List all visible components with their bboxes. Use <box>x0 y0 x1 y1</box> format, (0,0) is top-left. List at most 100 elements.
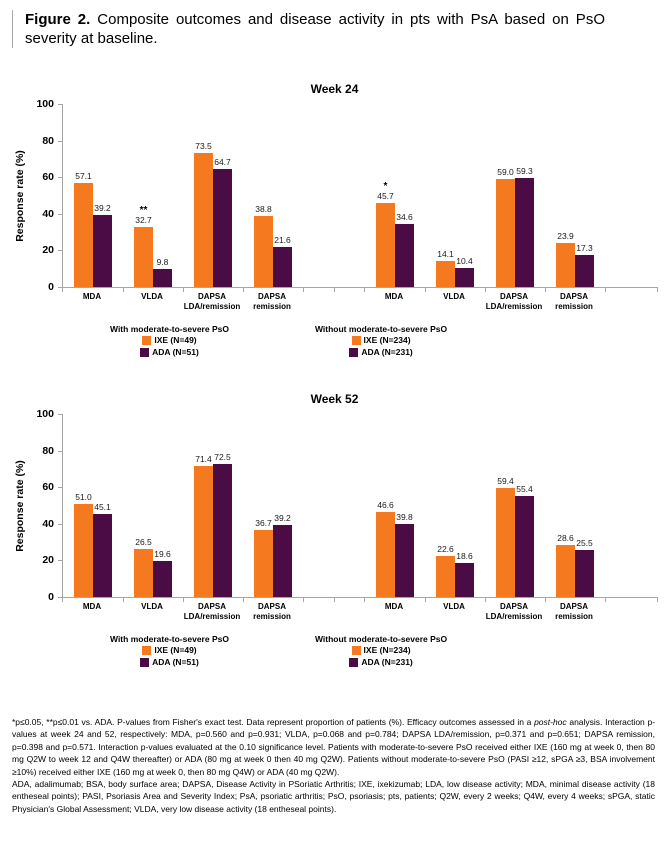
bar-pair: 26.5 19.6 <box>134 537 172 597</box>
bar-value-label: 19.6 <box>154 549 171 560</box>
bar-value-label: 72.5 <box>214 452 231 463</box>
y-tick-label: 20 <box>42 244 54 257</box>
category-label: MDA <box>384 292 404 301</box>
y-tick-label: 40 <box>42 517 54 530</box>
legend-title: With moderate-to-severe PsO <box>110 324 229 334</box>
chart-title-week-52: Week 52 <box>310 392 359 406</box>
legend-label: IXE (N=49) <box>154 335 197 345</box>
bar-pair: 28.6 25.5 <box>556 533 594 597</box>
chart-body: Response rate (%) 0 20 40 60 80 100 57.1 39.2 *… <box>12 99 658 358</box>
bar-ada <box>395 524 414 597</box>
bar-value-label: 39.2 <box>274 513 291 524</box>
legend-label: ADA (N=51) <box>152 656 199 667</box>
bar-ada <box>93 514 112 597</box>
bar-value-label: 55.4 <box>516 483 533 494</box>
bar-column: 9.8 <box>153 257 172 287</box>
bar-ada <box>515 178 534 287</box>
category-cell: ** 32.7 9.8 <box>123 206 184 292</box>
bar-column: 21.6 <box>273 235 292 287</box>
legend-label: ADA (N=51) <box>152 346 199 357</box>
bar-column: 73.5 <box>194 141 213 287</box>
category-label: VLDA <box>443 292 465 301</box>
group-spacer <box>302 292 364 311</box>
category-label: DAPSA LDA/remission <box>485 292 543 311</box>
legend-label: ADA (N=231) <box>361 656 413 667</box>
bar-pair: 73.5 64.7 <box>194 141 232 287</box>
category-cell: 46.6 39.8 <box>364 500 426 603</box>
bar-column: * 45.7 <box>376 182 395 287</box>
y-tick-mark <box>58 523 62 525</box>
y-tick-label: 20 <box>42 554 54 567</box>
legend-item-ada: ADA (N=51) <box>140 657 199 669</box>
plot-column: 51.0 45.1 26.5 19.6 71.4 72.5 36.7 39.2 46.6 39.8… <box>62 414 658 668</box>
legend-without-pso: Without moderate-to-severe PsO IXE (N=234… <box>315 634 447 668</box>
bar-ada <box>153 561 172 597</box>
bar-column: 55.4 <box>515 484 534 597</box>
legend-title: Without moderate-to-severe PsO <box>314 324 448 334</box>
legend-swatch-ada <box>140 347 150 357</box>
category-cell: 57.1 39.2 <box>62 171 124 293</box>
bar-value-label: 25.5 <box>576 538 593 549</box>
y-tick-label: 40 <box>42 207 54 220</box>
bar-pair: 71.4 72.5 <box>194 452 232 597</box>
bar-ada <box>273 247 292 287</box>
figure-page: Figure 2. Composite outcomes and disease… <box>12 10 658 814</box>
legend-swatch-ada <box>140 657 150 667</box>
bar-pair: ** 32.7 9.8 <box>134 206 172 287</box>
bar-ixe <box>134 548 153 597</box>
bar-value-label: 10.4 <box>456 255 473 266</box>
bar-column: 18.6 <box>455 551 474 597</box>
category-cell: 14.1 10.4 <box>425 249 486 292</box>
bar-value-label: 46.6 <box>377 499 394 510</box>
bar-column: 59.4 <box>496 476 515 597</box>
bar-pair: 14.1 10.4 <box>436 249 474 287</box>
bar-group: 51.0 45.1 26.5 19.6 71.4 72.5 36.7 39.2 <box>62 452 304 603</box>
legend: With moderate-to-severe PsO IXE (N=49) ADA… <box>62 324 657 358</box>
category-label: MDA <box>82 292 102 301</box>
bar-ada <box>455 267 474 287</box>
bar-column: 57.1 <box>74 171 93 287</box>
bar-value-label: 45.1 <box>94 502 111 513</box>
y-tick-label: 60 <box>42 171 54 184</box>
category-cell: 73.5 64.7 <box>183 141 244 292</box>
bar-column: 72.5 <box>213 452 232 597</box>
bar-column: 71.4 <box>194 454 213 597</box>
bar-value-label: 22.6 <box>437 543 454 554</box>
category-cell: 59.4 55.4 <box>485 476 546 602</box>
legend-swatch-ixe <box>142 336 152 346</box>
category-cell: 36.7 39.2 <box>243 513 304 602</box>
bar-value-label: 64.7 <box>214 156 231 167</box>
bar-column: 51.0 <box>74 492 93 597</box>
y-tick-label: 0 <box>48 281 54 293</box>
footnote-stats-text: *p≤0.05, **p≤0.01 vs. ADA. P-values from… <box>12 717 535 727</box>
bar-ixe <box>74 503 93 597</box>
bar-column: 46.6 <box>376 500 395 597</box>
category-cell: 51.0 45.1 <box>62 492 124 603</box>
category-cell: 28.6 25.5 <box>545 533 606 603</box>
bar-ada <box>395 223 414 287</box>
bar-ada <box>575 255 594 287</box>
y-tick-label: 0 <box>48 591 54 603</box>
week-24-chart: Week 24 Response rate (%) 0 20 40 60 80 100 5… <box>12 82 658 358</box>
legend-title: With moderate-to-severe PsO <box>110 634 229 644</box>
bar-value-label: 21.6 <box>274 235 291 246</box>
legend-swatch-ixe <box>351 646 361 656</box>
y-axis-title-text: Response rate (%) <box>14 150 26 242</box>
category-cell: 38.8 21.6 <box>243 204 304 292</box>
category-label: DAPSA LDA/remission <box>485 602 543 621</box>
legend-without-pso: Without moderate-to-severe PsO IXE (N=234… <box>315 324 447 358</box>
legend-item-ixe: IXE (N=49) <box>142 645 197 657</box>
bar-value-label: 26.5 <box>135 536 152 547</box>
bar-column: 26.5 <box>134 537 153 597</box>
y-tick-label: 100 <box>36 408 54 420</box>
bar-value-label: 51.0 <box>75 491 92 502</box>
bar-group-labels: MDA VLDA DAPSA LDA/remission DAPSA remission <box>364 602 604 621</box>
figure-caption: Figure 2. Composite outcomes and disease… <box>12 10 605 48</box>
bar-ixe <box>254 216 273 287</box>
bar-group-labels: MDA VLDA DAPSA LDA/remission DAPSA remission <box>62 292 302 311</box>
x-axis-labels: MDA VLDA DAPSA LDA/remission DAPSA remission M… <box>62 602 657 621</box>
bar-ada <box>213 464 232 597</box>
category-label: MDA <box>82 602 102 611</box>
bar-ixe <box>496 179 515 287</box>
week-52-chart: Week 52 Response rate (%) 0 20 40 60 80 100 5… <box>12 392 658 668</box>
